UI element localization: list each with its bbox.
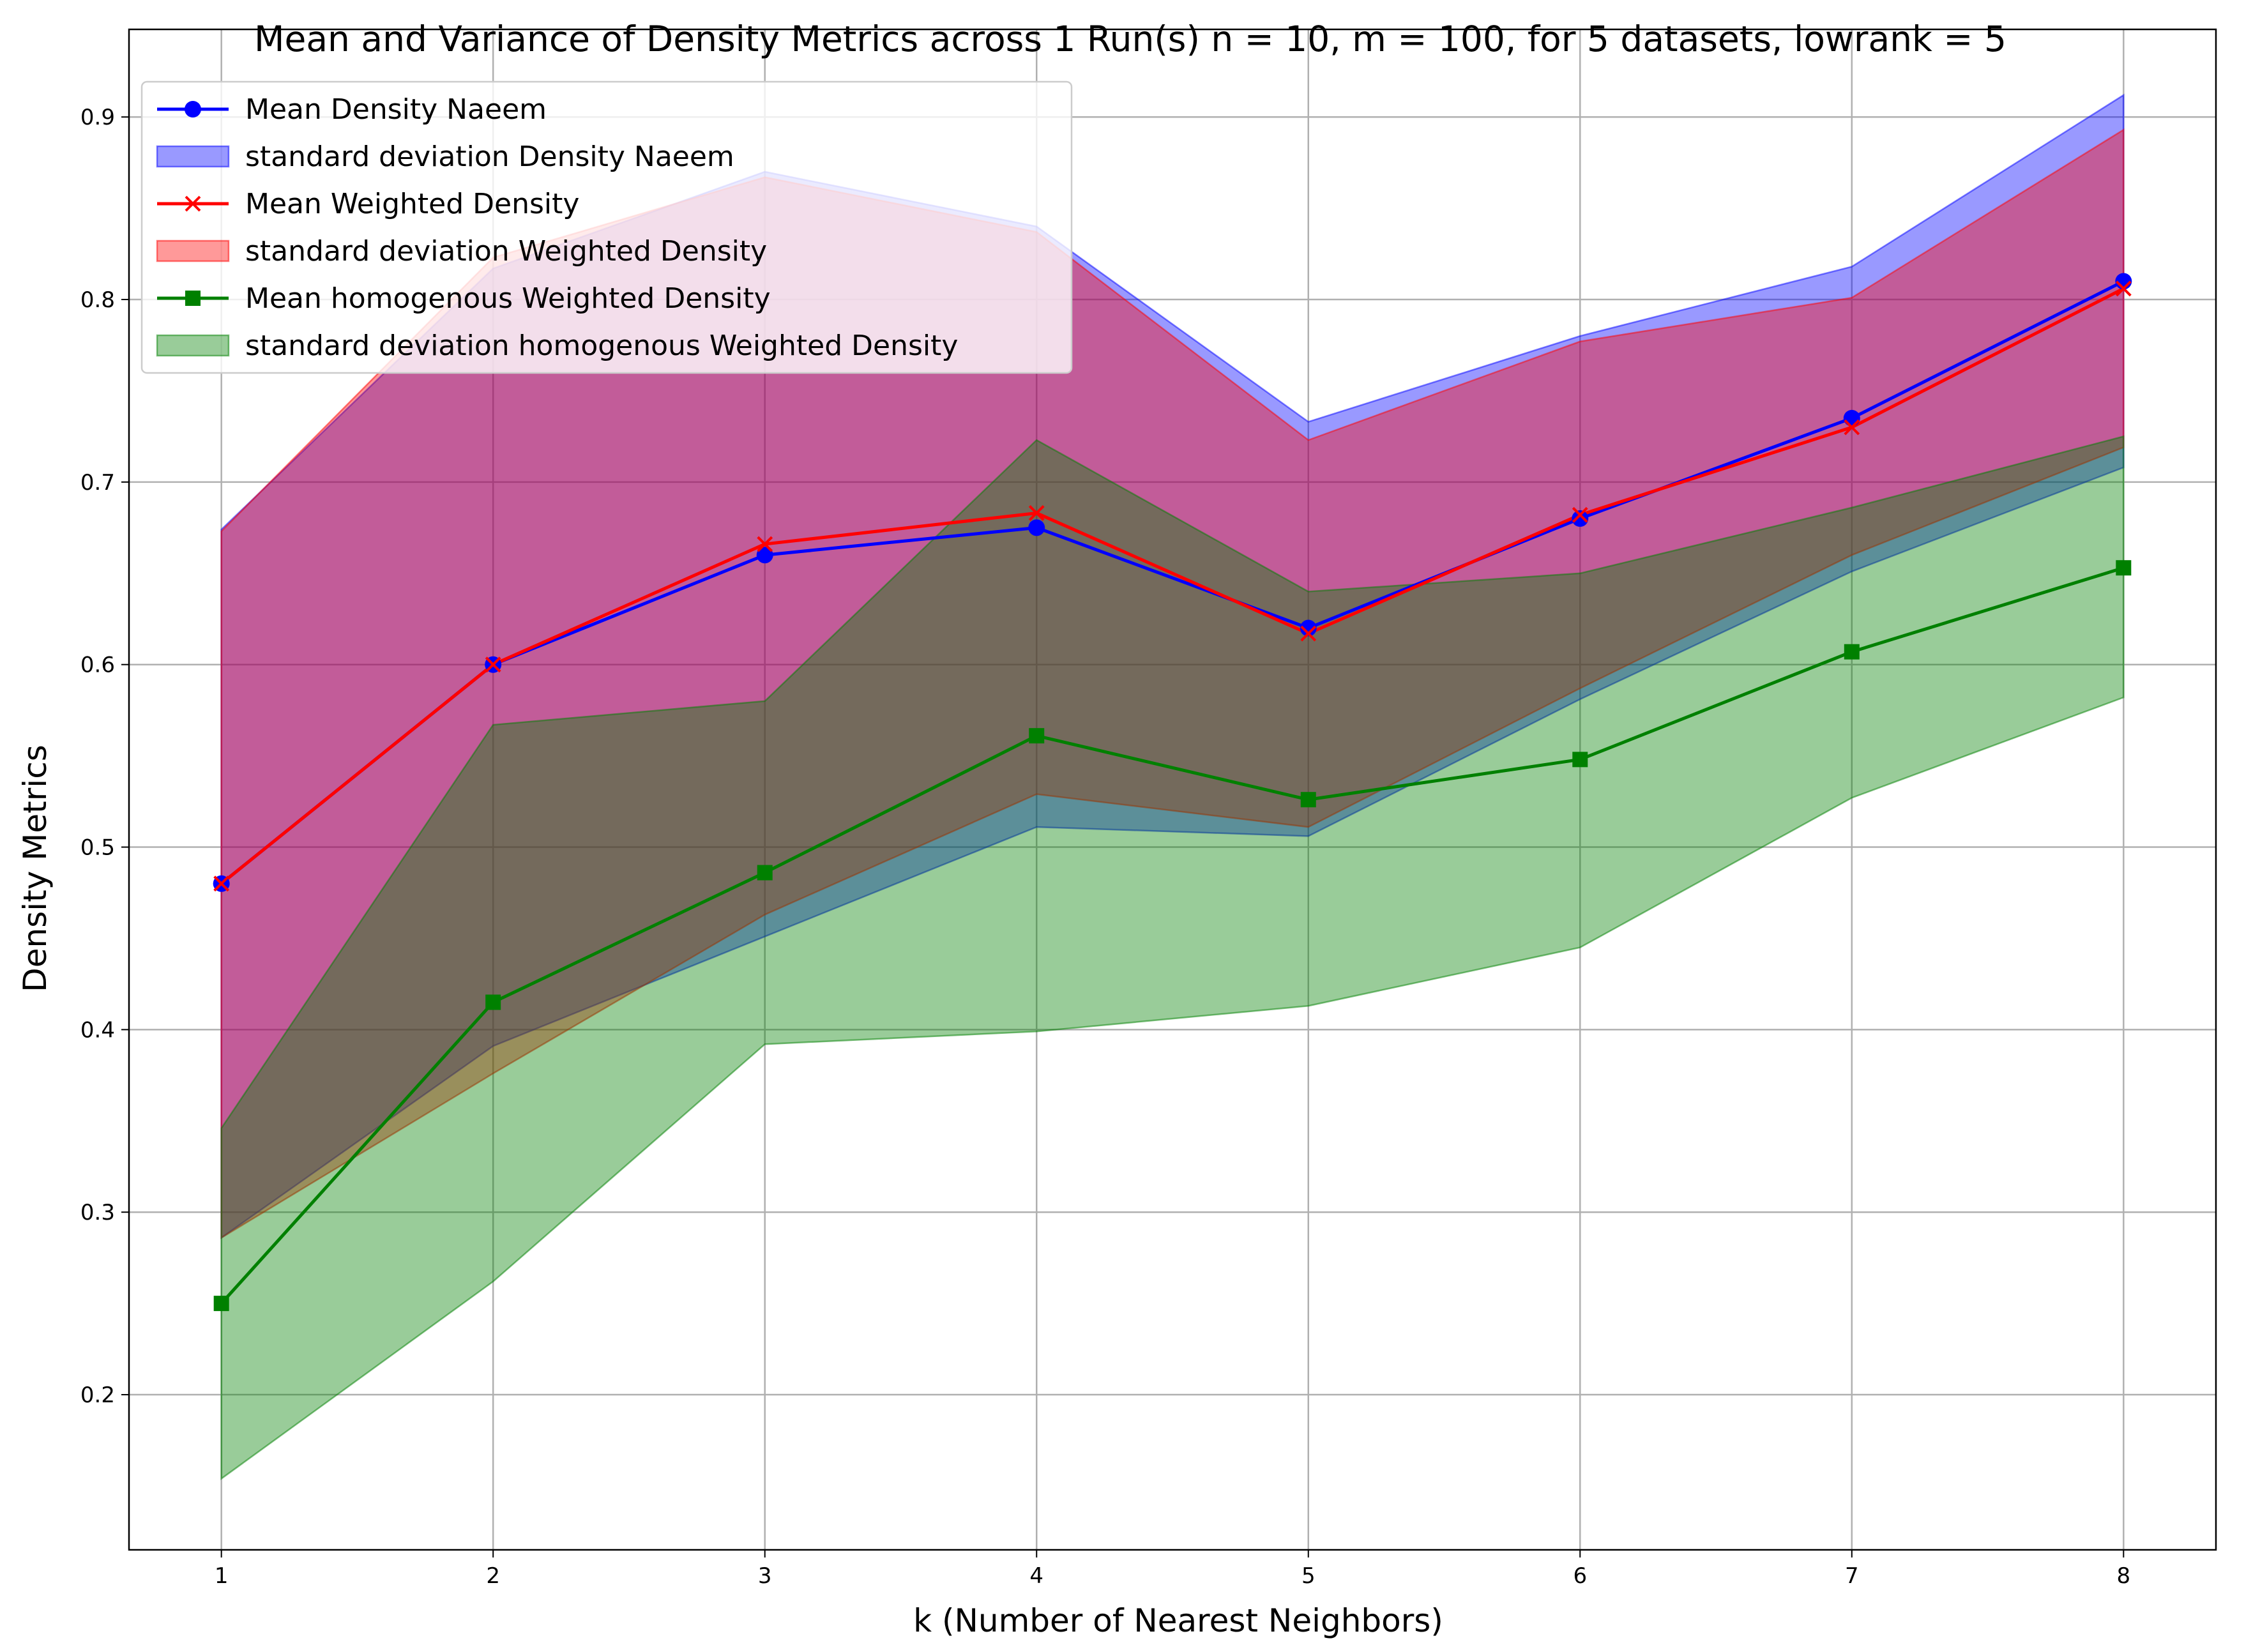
- x-marker-stroke: [485, 656, 501, 673]
- x-marker-stroke: [1028, 505, 1045, 521]
- x-marker-stroke: [757, 536, 773, 552]
- legend: Mean Density Naeem standard deviation Den…: [140, 80, 1073, 374]
- data-point: [1300, 619, 1317, 637]
- x-tick-label: 2: [486, 1563, 500, 1589]
- data-point: [1300, 792, 1316, 808]
- legend-label: standard deviation Density Naeem: [245, 140, 734, 173]
- x-tick-label: 3: [758, 1563, 772, 1589]
- data-point: [1300, 625, 1317, 642]
- legend-entry: Mean Density Naeem: [157, 93, 547, 126]
- y-tick-label: 0.9: [80, 105, 115, 130]
- x-marker-stroke: [185, 195, 201, 212]
- y-tick-label: 0.7: [80, 470, 115, 496]
- x-marker-stroke: [2115, 280, 2132, 297]
- data-point: [756, 547, 773, 564]
- x-marker-stroke: [1572, 506, 1588, 523]
- x-tick-label: 8: [2117, 1563, 2131, 1589]
- x-axis-label: k (Number of Nearest Neighbors): [913, 1602, 1443, 1639]
- legend-entry: Mean Weighted Density: [157, 188, 579, 220]
- legend-marker: [185, 101, 201, 117]
- data-point: [485, 656, 501, 673]
- data-point: [2116, 560, 2132, 576]
- series-line: [220, 280, 2125, 885]
- data-point: [1029, 728, 1045, 744]
- legend-label: standard deviation homogenous Weighted D…: [245, 330, 958, 362]
- data-point: [1028, 505, 1045, 521]
- legend-label: standard deviation Weighted Density: [245, 235, 767, 268]
- data-point: [213, 1296, 229, 1312]
- legend-label: Mean Density Naeem: [245, 93, 547, 126]
- data-point: [1572, 506, 1588, 523]
- plot-frame: [128, 28, 2217, 1551]
- legend-band-swatch: [156, 334, 230, 357]
- y-tick-label: 0.4: [80, 1017, 115, 1043]
- x-tick-label: 7: [1845, 1563, 1859, 1589]
- data-point: [1844, 419, 1860, 436]
- y-tick-label: 0.6: [80, 653, 115, 678]
- chart-title: Mean and Variance of Density Metrics acr…: [254, 19, 2006, 59]
- data-point: [1028, 519, 1045, 536]
- std-band: [220, 435, 2125, 1480]
- legend-entry: standard deviation homogenous Weighted D…: [156, 330, 958, 362]
- x-marker-stroke: [1844, 419, 1860, 436]
- data-point: [1572, 752, 1588, 768]
- legend-marker: [185, 291, 201, 306]
- y-axis-label: Density Metrics: [17, 745, 54, 992]
- data-point: [213, 875, 230, 892]
- data-point: [2115, 280, 2132, 297]
- markers: [213, 273, 2132, 1312]
- axis-ticks: 1 2 3 4 5 6 7 8 0.2 0.3 0.4 0.5 0.6 0.7 0.8 0.9: [80, 105, 2130, 1589]
- data-point: [757, 865, 773, 881]
- x-marker-stroke: [213, 875, 230, 892]
- legend-box: [140, 80, 1073, 374]
- std-bands: [220, 93, 2125, 1480]
- data-point: [1844, 644, 1860, 660]
- series-line: [220, 287, 2125, 885]
- x-tick-label: 1: [215, 1563, 229, 1589]
- y-tick-label: 0.3: [80, 1200, 115, 1225]
- x-tick-label: 6: [1573, 1563, 1587, 1589]
- x-marker-stroke: [1300, 625, 1317, 642]
- legend-band-swatch: [156, 145, 230, 168]
- x-tick-label: 5: [1301, 1563, 1316, 1589]
- y-tick-label: 0.8: [80, 287, 115, 313]
- y-tick-label: 0.5: [80, 835, 115, 861]
- data-point: [1572, 510, 1589, 527]
- legend-label: Mean Weighted Density: [245, 188, 579, 220]
- x-tick-label: 4: [1029, 1563, 1043, 1589]
- series-line: [220, 566, 2125, 1305]
- data-point: [757, 536, 773, 552]
- y-tick-label: 0.2: [80, 1383, 115, 1408]
- legend-entry: standard deviation Density Naeem: [156, 140, 734, 173]
- legend-entry: standard deviation Weighted Density: [156, 235, 767, 268]
- legend-band-swatch: [156, 239, 230, 262]
- legend-label: Mean homogenous Weighted Density: [245, 282, 771, 315]
- mean-lines: [220, 280, 2125, 1305]
- data-point: [485, 994, 501, 1010]
- legend-marker: [185, 195, 201, 212]
- data-point: [1843, 409, 1860, 427]
- legend-entry: Mean homogenous Weighted Density: [157, 282, 771, 315]
